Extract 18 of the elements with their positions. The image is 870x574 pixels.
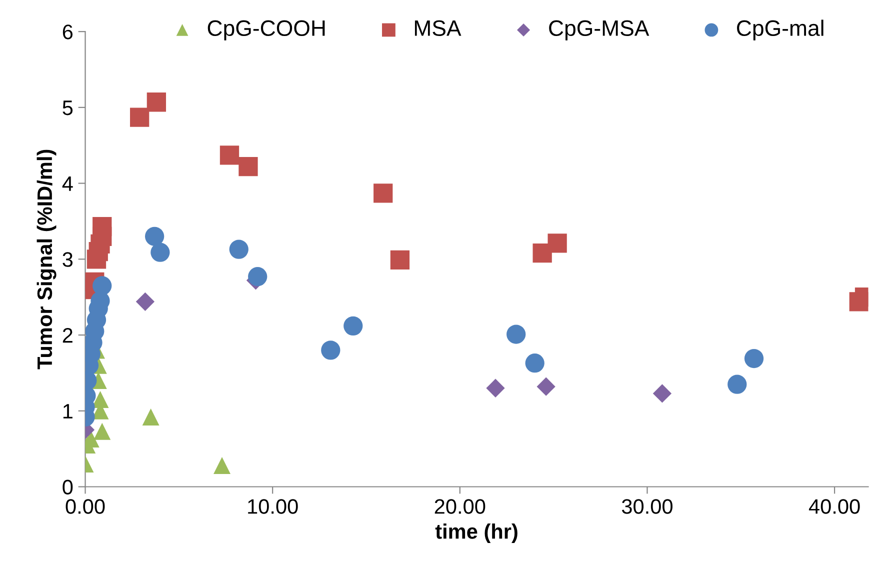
legend-label: CpG-mal (737, 20, 824, 40)
x-tick-label: 20.00 (434, 499, 486, 514)
y-tick-label: 5 (62, 100, 73, 116)
legend-label: CpG-MSA (549, 20, 650, 40)
y-tick-label: 2 (62, 328, 72, 343)
legend-label: CpG-COOH (208, 20, 325, 40)
y-tick-label: 3 (62, 252, 73, 267)
legend-label: MSA (414, 20, 462, 36)
x-tick-label: 0.00 (66, 499, 105, 514)
y-tick-label: 0 (62, 480, 73, 495)
x-tick-label: 40.00 (808, 499, 860, 514)
x-tick-label: 10.00 (248, 499, 298, 514)
y-tick-label: 6 (62, 24, 73, 40)
y-tick-label: 1 (63, 404, 72, 418)
x-tick-label: 30.00 (622, 499, 672, 514)
y-axis-title: Tumor Signal (%ID/ml) (36, 150, 56, 370)
y-tick-label: 4 (62, 176, 73, 191)
x-axis-title: time (hr) (435, 524, 518, 543)
